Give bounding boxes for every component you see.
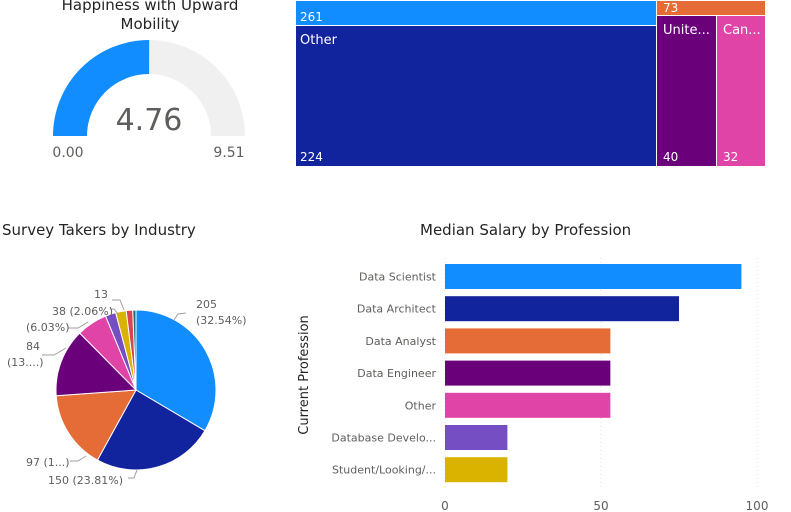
bar[interactable] xyxy=(445,328,611,354)
bar-category-label: Other xyxy=(405,399,437,412)
bar-category-label: Database Develo... xyxy=(331,432,436,445)
bar[interactable] xyxy=(445,392,611,418)
treemap-value: 32 xyxy=(723,150,739,164)
pie-label-84-pct: (13....) xyxy=(7,356,44,369)
bar[interactable] xyxy=(445,296,679,322)
gauge-min-label: 0.00 xyxy=(52,145,83,161)
pie-title: Survey Takers by Industry xyxy=(2,221,196,239)
gauge-value-label: 4.76 xyxy=(116,103,183,138)
bar-category-label: Data Engineer xyxy=(357,367,436,380)
treemap-cell[interactable]: Unite... 40 xyxy=(656,15,717,167)
bar-category-label: Data Analyst xyxy=(365,335,436,348)
pie-slice[interactable] xyxy=(55,389,137,461)
pie-label-84: 84 xyxy=(26,340,40,353)
treemap: 261 73 Other 224 Unite... 40 Can... 32 xyxy=(295,0,766,167)
bar[interactable] xyxy=(445,457,508,483)
treemap-label: Can... xyxy=(723,23,761,38)
bar-x-tick-label: 100 xyxy=(746,499,769,512)
pie-label-13: 13 xyxy=(94,288,108,301)
treemap-label: Other xyxy=(300,33,337,48)
bar[interactable] xyxy=(445,425,508,450)
gauge-title-line2: Mobility xyxy=(120,15,180,33)
treemap-value: 224 xyxy=(300,150,323,164)
bar-y-axis-label: Current Profession xyxy=(297,315,312,435)
treemap-cell[interactable]: Can... 32 xyxy=(716,15,766,167)
bar-x-tick-label: 50 xyxy=(593,499,608,512)
bar[interactable] xyxy=(445,360,611,386)
bar-x-tick-label: 0 xyxy=(441,499,449,512)
pie-slice[interactable] xyxy=(96,389,206,471)
pie-slice[interactable] xyxy=(55,332,138,397)
bar-title: Median Salary by Profession xyxy=(420,221,632,239)
pie-label-38: 38 (2.06%) xyxy=(52,305,113,318)
treemap-cell[interactable]: Other 224 xyxy=(295,25,657,167)
gauge-title-line1: Happiness with Upward xyxy=(61,0,239,14)
bar-chart: Data Scientist Data Architect Data Analyst… xyxy=(297,258,769,512)
bar[interactable] xyxy=(445,264,742,289)
treemap-value: 40 xyxy=(663,150,679,164)
gauge-fill xyxy=(53,40,150,136)
treemap-cell[interactable]: 261 xyxy=(295,0,657,26)
gauge-chart: 4.76 0.00 9.51 xyxy=(52,40,245,161)
pie-label-6pct: (6.03%) xyxy=(26,321,70,334)
pie-leader-lines xyxy=(42,299,187,479)
bar-category-label: Data Architect xyxy=(357,303,437,316)
bar-category-label: Student/Looking/... xyxy=(332,464,436,477)
treemap-label: Unite... xyxy=(663,23,710,38)
pie-slice[interactable] xyxy=(135,309,217,432)
pie-label-205-pct: (32.54%) xyxy=(196,314,247,327)
gauge-title: Happiness with Upward Mobility xyxy=(30,0,270,34)
pie-label-150: 150 (23.81%) xyxy=(48,474,123,487)
gauge-max-label: 9.51 xyxy=(213,145,244,161)
treemap-value: 261 xyxy=(300,10,323,24)
pie-label-97: 97 (1...) xyxy=(26,456,70,469)
pie-chart: 205 (32.54%) 150 (23.81%) 97 (1...) 84 (… xyxy=(7,288,247,487)
pie-label-205: 205 xyxy=(196,298,217,311)
pie-slice[interactable] xyxy=(132,309,137,391)
treemap-value: 73 xyxy=(663,1,679,15)
treemap-cell[interactable]: 73 xyxy=(656,0,766,16)
bar-category-label: Data Scientist xyxy=(359,271,437,284)
